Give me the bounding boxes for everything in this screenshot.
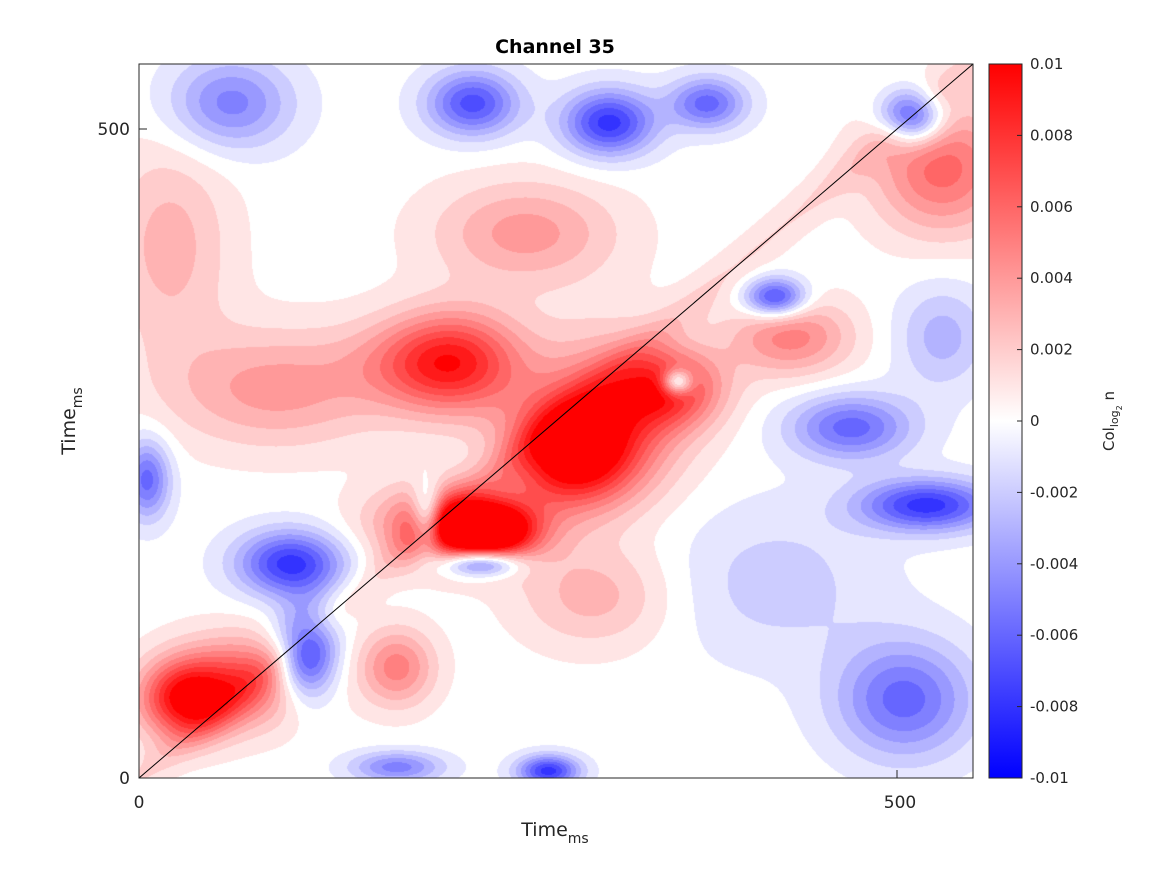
- chart-title: Channel 35: [495, 36, 615, 58]
- colorbar-label-sub: log: [1108, 410, 1121, 427]
- colorbar-tick-label: -0.002: [1030, 483, 1078, 501]
- colorbar-tick-label: -0.004: [1030, 555, 1078, 573]
- colorbar-tick-label: 0: [1030, 412, 1040, 430]
- colorbar-label-subsub: 2: [1115, 405, 1124, 410]
- colorbar-gradient: [989, 64, 1022, 778]
- y-tick-label-0: 0: [119, 769, 130, 789]
- y-axis-label-sub: ms: [70, 387, 86, 408]
- colorbar-tick-label: 0.004: [1030, 269, 1073, 287]
- x-axis-label-main: Time: [520, 819, 568, 841]
- colorbar-tick-label: 0.008: [1030, 126, 1073, 144]
- x-ticks: 0 500: [134, 770, 916, 813]
- colorbar-tick-label: -0.006: [1030, 626, 1078, 644]
- x-tick-label-500: 500: [884, 793, 916, 813]
- colorbar-label-main: Col: [1100, 427, 1118, 451]
- diagonal-line: [138, 63, 974, 779]
- colorbar-label: Collog2 n: [1100, 391, 1124, 451]
- x-tick-label-0: 0: [134, 793, 145, 813]
- colorbar-tick-label: -0.01: [1030, 769, 1069, 787]
- x-axis-label-sub: ms: [568, 831, 589, 847]
- y-ticks: 0 500: [98, 120, 147, 789]
- colorbar-tick-label: -0.008: [1030, 698, 1078, 716]
- colorbar-ticks: 0.01 0.008 0.006 0.004 0.002 0 -0.002 -0.004 -0.…: [1017, 55, 1078, 787]
- colorbar-tick-label: 0.002: [1030, 341, 1073, 359]
- colorbar-tick-label: 0.01: [1030, 55, 1063, 73]
- y-tick-label-500: 500: [98, 120, 130, 140]
- x-axis-label: Timems: [520, 819, 588, 847]
- colorbar: 0.01 0.008 0.006 0.004 0.002 0 -0.002 -0.004 -0.…: [988, 55, 1124, 787]
- colorbar-label-suffix: n: [1100, 391, 1118, 405]
- plot-area: [138, 63, 974, 779]
- plot-frame: [138, 63, 974, 779]
- y-axis-label: Timems: [58, 387, 86, 455]
- colorbar-tick-label: 0.006: [1030, 198, 1073, 216]
- y-axis-label-main: Time: [58, 408, 80, 456]
